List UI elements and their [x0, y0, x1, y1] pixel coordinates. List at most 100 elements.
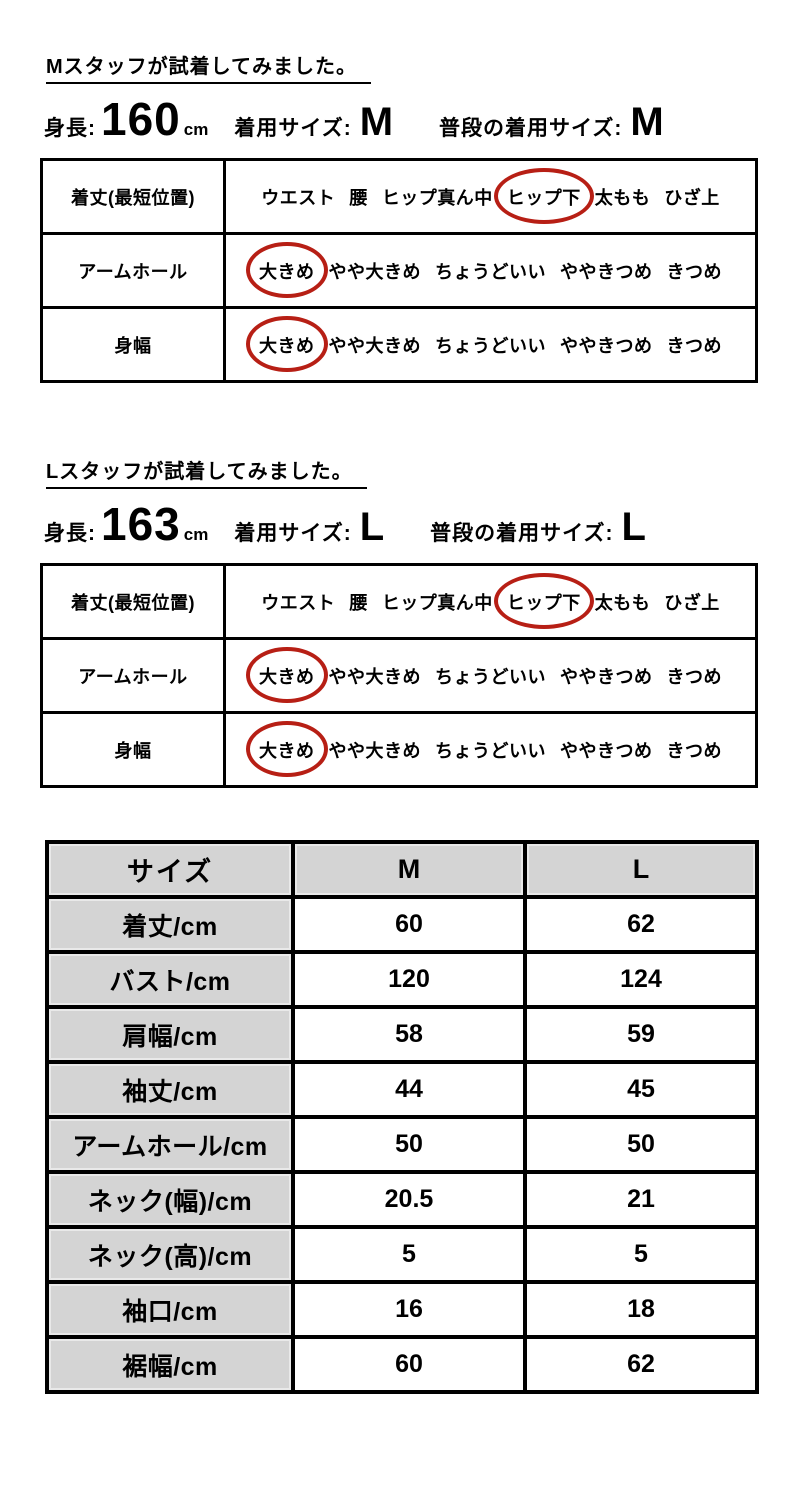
value-l: 18 [523, 1280, 759, 1339]
size-table-header-m: M [291, 840, 527, 899]
size-measurements-table: サイズ M L 着丈/cm 60 62 バスト/cm 120 124 肩幅/cm… [45, 840, 759, 1394]
fit-section-m-stats: 身長: 160 cm 着用サイズ: M 普段の着用サイズ: M [44, 96, 800, 142]
fit-option-selected: ヒップ下 [493, 167, 594, 224]
fit-row-armhole: アームホール 大きめ やや大きめ ちょうどいい ややきつめ きつめ [40, 637, 758, 714]
value-m: 60 [291, 895, 527, 954]
row-label: 袖丈/cm [45, 1060, 295, 1119]
value-l: 45 [523, 1060, 759, 1119]
fit-option: やや大きめ [328, 666, 421, 687]
table-row-shoulder-width: 肩幅/cm 58 59 [45, 1005, 759, 1064]
table-row-neck-height: ネック(高)/cm 5 5 [45, 1225, 759, 1284]
value-l: 5 [523, 1225, 759, 1284]
table-row-hem-width: 裾幅/cm 60 62 [45, 1335, 759, 1394]
fit-section-m-title-wrap: Mスタッフが試着してみました。 [46, 50, 800, 84]
fit-section-m: Mスタッフが試着してみました。 身長: 160 cm 着用サイズ: M 普段の着… [0, 50, 800, 383]
fit-row-options: 大きめ やや大きめ ちょうどいい ややきつめ きつめ [223, 306, 758, 383]
height-unit: cm [183, 525, 209, 544]
fit-option: ウエスト [261, 187, 336, 208]
fit-option: ひざ上 [664, 592, 720, 613]
size-guide-page: Mスタッフが試着してみました。 身長: 160 cm 着用サイズ: M 普段の着… [0, 50, 800, 1499]
size-table-header-l: L [523, 840, 759, 899]
value-m: 44 [291, 1060, 527, 1119]
fit-row-options: 大きめ やや大きめ ちょうどいい ややきつめ きつめ [223, 637, 758, 714]
value-m: 5 [291, 1225, 527, 1284]
usual-size-label: 普段の着用サイズ: [430, 522, 614, 545]
fit-option: ややきつめ [560, 335, 653, 356]
fit-option: やや大きめ [328, 261, 421, 282]
fit-option: ヒップ真ん中 [381, 187, 493, 208]
fit-row-options: 大きめ やや大きめ ちょうどいい ややきつめ きつめ [223, 232, 758, 309]
fit-section-m-title: Mスタッフが試着してみました。 [46, 50, 372, 84]
fit-option-selected: ヒップ下 [493, 572, 594, 629]
fit-row-label: 身幅 [40, 711, 226, 788]
table-row-sleeve-length: 袖丈/cm 44 45 [45, 1060, 759, 1119]
fit-row-label: アームホール [40, 232, 226, 309]
worn-size-label: 着用サイズ: [234, 117, 352, 140]
row-label: アームホール/cm [45, 1115, 295, 1174]
fit-table-m: 着丈(最短位置) ウエスト腰ヒップ真ん中 ヒップ下 太もも ひざ上 アームホール 大き… [40, 158, 758, 383]
value-l: 50 [523, 1115, 759, 1174]
value-l: 124 [523, 950, 759, 1009]
fit-option: ちょうどいい [435, 740, 546, 761]
fit-row-label: 身幅 [40, 306, 226, 383]
size-table-header-size: サイズ [45, 840, 295, 899]
fit-row-armhole: アームホール 大きめ やや大きめ ちょうどいい ややきつめ きつめ [40, 232, 758, 309]
fit-row-options: ウエスト腰ヒップ真ん中 ヒップ下 太もも ひざ上 [223, 563, 758, 640]
fit-option: 太もも [594, 592, 651, 613]
height-value: 160 [101, 93, 181, 145]
usual-size-value: M [630, 100, 664, 144]
fit-option: ウエスト [261, 592, 336, 613]
fit-table-l: 着丈(最短位置) ウエスト腰ヒップ真ん中 ヒップ下 太もも ひざ上 アームホール 大き… [40, 563, 758, 788]
fit-option: やや大きめ [328, 740, 421, 761]
row-label: 肩幅/cm [45, 1005, 295, 1064]
row-label: ネック(幅)/cm [45, 1170, 295, 1229]
fit-option: ややきつめ [560, 261, 653, 282]
height-label: 身長: [44, 117, 96, 140]
height-value: 163 [101, 498, 181, 550]
fit-option: 腰 [349, 187, 368, 208]
table-row-neck-width: ネック(幅)/cm 20.5 21 [45, 1170, 759, 1229]
fit-option: きつめ [666, 666, 722, 687]
table-row-body-length: 着丈/cm 60 62 [45, 895, 759, 954]
usual-size-value: L [621, 505, 646, 549]
fit-option: ちょうどいい [435, 666, 546, 687]
usual-size-label: 普段の着用サイズ: [439, 117, 623, 140]
fit-option-selected: 大きめ [246, 646, 327, 703]
fit-option: きつめ [666, 740, 722, 761]
fit-row-length: 着丈(最短位置) ウエスト腰ヒップ真ん中 ヒップ下 太もも ひざ上 [40, 158, 758, 235]
fit-row-body-width: 身幅 大きめ やや大きめ ちょうどいい ややきつめ きつめ [40, 711, 758, 788]
value-l: 59 [523, 1005, 759, 1064]
fit-option: 腰 [349, 592, 368, 613]
value-l: 62 [523, 895, 759, 954]
worn-size-label: 着用サイズ: [234, 522, 352, 545]
height-label: 身長: [44, 522, 96, 545]
table-row-armhole: アームホール/cm 50 50 [45, 1115, 759, 1174]
value-l: 62 [523, 1335, 759, 1394]
worn-size-value: M [359, 100, 394, 144]
table-row-cuff: 袖口/cm 16 18 [45, 1280, 759, 1339]
size-table-header-row: サイズ M L [45, 840, 759, 899]
fit-section-l-title: Lスタッフが試着してみました。 [46, 455, 367, 489]
value-m: 60 [291, 1335, 527, 1394]
row-label: 着丈/cm [45, 895, 295, 954]
row-label: 裾幅/cm [45, 1335, 295, 1394]
height-unit: cm [183, 120, 209, 139]
fit-section-l: Lスタッフが試着してみました。 身長: 163 cm 着用サイズ: L 普段の着… [0, 455, 800, 788]
worn-size-value: L [359, 505, 385, 549]
value-m: 16 [291, 1280, 527, 1339]
row-label: 袖口/cm [45, 1280, 295, 1339]
fit-option-selected: 大きめ [246, 241, 327, 298]
fit-row-options: 大きめ やや大きめ ちょうどいい ややきつめ きつめ [223, 711, 758, 788]
fit-section-l-title-wrap: Lスタッフが試着してみました。 [46, 455, 800, 489]
fit-option: ちょうどいい [435, 261, 546, 282]
fit-option-selected: 大きめ [246, 720, 327, 777]
fit-option: ややきつめ [560, 740, 653, 761]
fit-option: きつめ [666, 335, 722, 356]
table-row-bust: バスト/cm 120 124 [45, 950, 759, 1009]
value-m: 50 [291, 1115, 527, 1174]
fit-option: ひざ上 [664, 187, 720, 208]
fit-option: ややきつめ [560, 666, 653, 687]
row-label: バスト/cm [45, 950, 295, 1009]
fit-option: やや大きめ [328, 335, 421, 356]
fit-row-body-width: 身幅 大きめ やや大きめ ちょうどいい ややきつめ きつめ [40, 306, 758, 383]
